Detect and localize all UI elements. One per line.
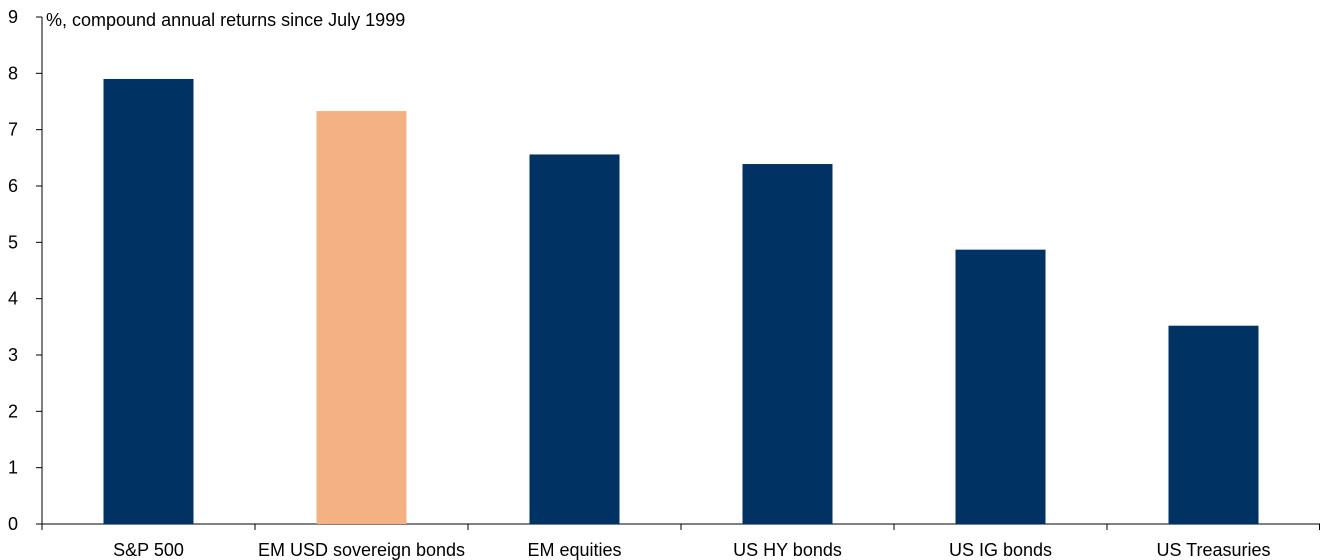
category-label: S&P 500 bbox=[113, 540, 184, 560]
y-tick-label: 3 bbox=[8, 345, 18, 365]
bar bbox=[529, 154, 620, 524]
y-tick-label: 1 bbox=[8, 458, 18, 478]
y-tick-label: 8 bbox=[8, 63, 18, 83]
y-tick-label: 0 bbox=[8, 514, 18, 534]
y-axis-unit-label: %, compound annual returns since July 19… bbox=[46, 10, 405, 30]
category-label: US HY bonds bbox=[733, 540, 842, 560]
y-tick-label: 9 bbox=[8, 7, 18, 27]
y-axis: 0 1 2 3 4 5 6 7 8 9 bbox=[8, 7, 43, 534]
category-labels: S&P 500 EM USD sovereign bonds EM equities… bbox=[113, 540, 1270, 560]
x-axis bbox=[41, 523, 1320, 530]
category-label: US IG bonds bbox=[949, 540, 1052, 560]
category-label: EM equities bbox=[527, 540, 621, 560]
bar bbox=[955, 249, 1046, 524]
category-label: EM USD sovereign bonds bbox=[258, 540, 465, 560]
y-tick-label: 4 bbox=[8, 289, 18, 309]
bars bbox=[103, 78, 1259, 525]
bar bbox=[742, 164, 833, 524]
y-tick-label: 2 bbox=[8, 401, 18, 421]
bar bbox=[103, 78, 194, 524]
y-tick-label: 5 bbox=[8, 232, 18, 252]
category-label: US Treasuries bbox=[1156, 540, 1270, 560]
y-tick-label: 7 bbox=[8, 120, 18, 140]
bar bbox=[316, 111, 407, 525]
y-tick-label: 6 bbox=[8, 176, 18, 196]
bar bbox=[1168, 325, 1259, 524]
